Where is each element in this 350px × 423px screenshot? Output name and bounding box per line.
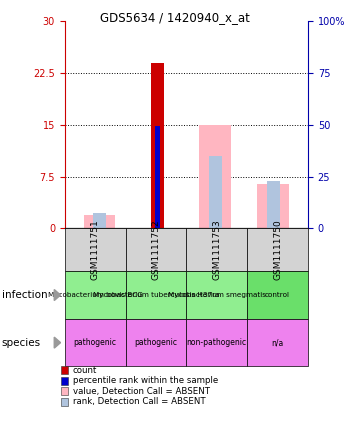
Bar bbox=[209, 156, 222, 228]
Text: species: species bbox=[2, 338, 41, 348]
Bar bbox=[61, 377, 68, 385]
Text: GSM1111751: GSM1111751 bbox=[91, 219, 100, 280]
Bar bbox=[126, 271, 186, 319]
Bar bbox=[199, 125, 231, 228]
Bar bbox=[93, 212, 106, 228]
Text: Mycobacterium bovis BCG: Mycobacterium bovis BCG bbox=[48, 292, 142, 298]
Bar bbox=[61, 387, 68, 395]
Text: count: count bbox=[73, 365, 97, 375]
Text: infection: infection bbox=[2, 290, 47, 300]
Bar bbox=[61, 398, 68, 406]
Text: pathogenic: pathogenic bbox=[74, 338, 117, 347]
Bar bbox=[151, 63, 164, 228]
Text: GSM1111750: GSM1111750 bbox=[273, 219, 282, 280]
Bar bbox=[61, 366, 68, 374]
Bar bbox=[186, 228, 247, 271]
Bar bbox=[84, 214, 116, 228]
Text: GDS5634 / 1420940_x_at: GDS5634 / 1420940_x_at bbox=[100, 11, 250, 24]
Text: control: control bbox=[265, 292, 290, 298]
Text: GSM1111752: GSM1111752 bbox=[152, 219, 160, 280]
Bar bbox=[65, 271, 126, 319]
Bar bbox=[186, 271, 247, 319]
Bar bbox=[267, 181, 280, 228]
Bar bbox=[247, 319, 308, 366]
Text: Mycobacterium smegmatis: Mycobacterium smegmatis bbox=[168, 292, 266, 298]
Bar bbox=[247, 228, 308, 271]
Text: rank, Detection Call = ABSENT: rank, Detection Call = ABSENT bbox=[73, 397, 205, 407]
Text: Mycobacterium tuberculosis H37ra: Mycobacterium tuberculosis H37ra bbox=[93, 292, 219, 298]
Polygon shape bbox=[54, 290, 61, 301]
Bar bbox=[247, 271, 308, 319]
Text: non-pathogenic: non-pathogenic bbox=[187, 338, 247, 347]
Bar bbox=[65, 319, 126, 366]
Bar bbox=[126, 228, 186, 271]
Bar bbox=[186, 319, 247, 366]
Text: pathogenic: pathogenic bbox=[134, 338, 177, 347]
Text: value, Detection Call = ABSENT: value, Detection Call = ABSENT bbox=[73, 387, 210, 396]
Polygon shape bbox=[54, 337, 61, 348]
Text: GSM1111753: GSM1111753 bbox=[212, 219, 221, 280]
Bar bbox=[126, 319, 186, 366]
Text: percentile rank within the sample: percentile rank within the sample bbox=[73, 376, 218, 385]
Bar bbox=[257, 184, 289, 228]
Text: n/a: n/a bbox=[272, 338, 284, 347]
Bar bbox=[65, 228, 126, 271]
Bar bbox=[155, 126, 160, 228]
